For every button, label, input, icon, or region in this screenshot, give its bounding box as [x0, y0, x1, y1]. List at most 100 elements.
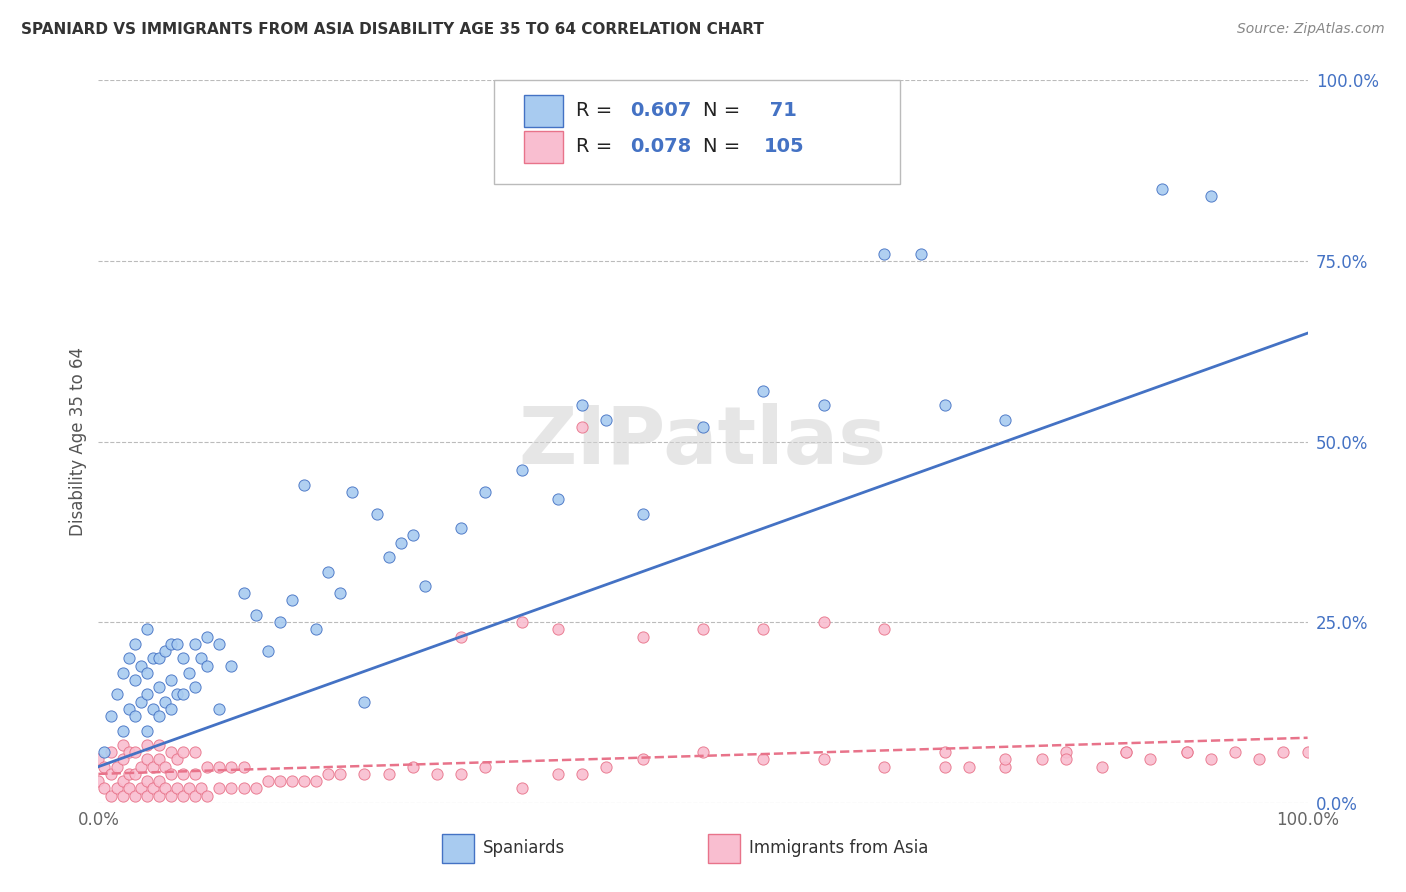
Point — [1272, 745, 1295, 759]
Point — [571, 767, 593, 781]
Point — [100, 789, 122, 803]
Point — [1054, 745, 1077, 759]
Point — [129, 658, 152, 673]
Point — [595, 760, 617, 774]
Point — [160, 637, 183, 651]
Point — [353, 695, 375, 709]
Point — [269, 615, 291, 630]
Point — [571, 398, 593, 412]
Point — [910, 246, 932, 260]
Point — [413, 579, 436, 593]
Point — [631, 507, 654, 521]
Point — [957, 760, 980, 774]
Point — [190, 651, 212, 665]
Point — [571, 420, 593, 434]
Point — [752, 752, 775, 766]
Point — [221, 658, 243, 673]
Point — [934, 760, 956, 774]
Point — [377, 550, 399, 565]
Point — [142, 760, 165, 774]
Point — [105, 760, 128, 774]
Point — [426, 767, 449, 781]
Point — [450, 521, 472, 535]
Point — [160, 745, 183, 759]
Point — [208, 781, 231, 796]
Point — [474, 760, 496, 774]
Point — [269, 774, 291, 789]
Point — [148, 752, 170, 766]
Point — [172, 687, 194, 701]
Point — [281, 774, 304, 789]
Point — [111, 774, 134, 789]
Point — [547, 623, 569, 637]
Point — [118, 781, 141, 796]
Point — [160, 767, 183, 781]
Point — [118, 745, 141, 759]
Point — [934, 398, 956, 412]
Point — [135, 774, 157, 789]
Point — [934, 745, 956, 759]
Point — [100, 709, 122, 723]
Point — [692, 420, 714, 434]
Point — [1139, 752, 1161, 766]
Point — [305, 623, 328, 637]
Point — [1054, 752, 1077, 766]
Point — [547, 767, 569, 781]
Point — [100, 767, 122, 781]
Point — [316, 767, 339, 781]
Point — [377, 767, 399, 781]
Point — [195, 760, 218, 774]
Point — [184, 637, 207, 651]
Point — [118, 767, 141, 781]
Point — [166, 687, 188, 701]
Point — [873, 760, 896, 774]
Point — [1152, 182, 1174, 196]
Point — [148, 709, 170, 723]
Y-axis label: Disability Age 35 to 64: Disability Age 35 to 64 — [69, 347, 87, 536]
Point — [292, 774, 315, 789]
Point — [166, 637, 188, 651]
Text: 0.607: 0.607 — [630, 101, 692, 120]
Point — [256, 774, 278, 789]
Point — [402, 528, 425, 542]
Text: 0.078: 0.078 — [630, 137, 692, 156]
Point — [93, 760, 115, 774]
Point — [195, 658, 218, 673]
Text: R =: R = — [576, 101, 619, 120]
Point — [245, 607, 267, 622]
Point — [179, 665, 201, 680]
Point — [135, 789, 157, 803]
Point — [135, 687, 157, 701]
Text: ZIPatlas: ZIPatlas — [519, 402, 887, 481]
Point — [111, 789, 134, 803]
Point — [172, 767, 194, 781]
Point — [1115, 745, 1137, 759]
Point — [692, 745, 714, 759]
Point — [124, 709, 146, 723]
Point — [994, 752, 1017, 766]
Point — [221, 760, 243, 774]
Text: Immigrants from Asia: Immigrants from Asia — [749, 839, 928, 857]
Point — [281, 593, 304, 607]
Point — [208, 702, 231, 716]
Point — [510, 781, 533, 796]
Point — [631, 630, 654, 644]
Point — [1223, 745, 1246, 759]
Point — [111, 723, 134, 738]
Point — [100, 745, 122, 759]
Text: 105: 105 — [763, 137, 804, 156]
Point — [366, 507, 388, 521]
Point — [208, 760, 231, 774]
Point — [510, 615, 533, 630]
Point — [142, 702, 165, 716]
Point — [547, 492, 569, 507]
Point — [208, 637, 231, 651]
Point — [135, 723, 157, 738]
Point — [166, 752, 188, 766]
Point — [1175, 745, 1198, 759]
Point — [142, 781, 165, 796]
Point — [389, 535, 412, 549]
Point — [450, 767, 472, 781]
Point — [172, 789, 194, 803]
Point — [148, 738, 170, 752]
